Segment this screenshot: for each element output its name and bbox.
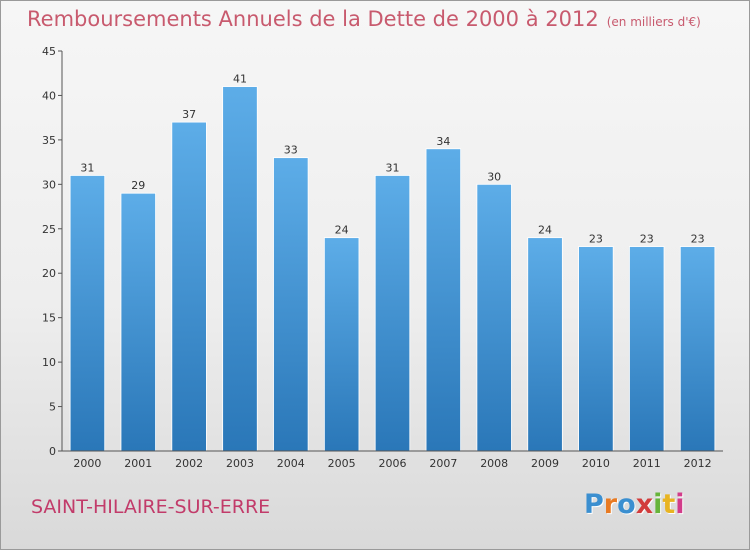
y-tick-label-5: 5 [49,401,56,414]
data-label-2008: 30 [487,170,501,183]
y-tick-label-30: 30 [42,178,56,191]
bar-2008 [476,183,512,452]
y-tick-label-0: 0 [49,445,56,458]
title-text: Remboursements Annuels de la Dette de 20… [27,7,599,31]
chart-title: Remboursements Annuels de la Dette de 20… [27,7,701,31]
x-tick-label-2010: 2010 [582,457,610,470]
x-tick-label-2009: 2009 [531,457,559,470]
data-label-2007: 34 [436,135,450,148]
bar-2000 [69,175,106,452]
x-tick-label-2007: 2007 [429,457,457,470]
bar-2003 [222,86,258,452]
data-label-2004: 33 [284,144,298,157]
y-tick-label-15: 15 [42,312,56,325]
logo-letter: r [603,489,618,520]
bar-2005 [323,237,360,452]
axes-layer: 2000 2001 2002 2003 2004 2005 2006 2007 2008 2009… [42,45,723,470]
data-label-2001: 29 [131,179,145,192]
data-label-2000: 31 [80,161,94,174]
data-label-2002: 37 [182,108,196,121]
data-label-2009: 24 [538,224,552,237]
logo-letter: i [653,489,663,520]
data-label-2003: 41 [233,73,247,86]
logo-letter: o [617,489,636,520]
x-tick-label-2004: 2004 [277,457,305,470]
x-tick-label-2011: 2011 [633,457,661,470]
x-tick-label-2000: 2000 [73,457,101,470]
y-tick-label-10: 10 [42,356,56,369]
proxiti-logo[interactable]: Proxiti [584,489,685,520]
bar-2012 [679,246,716,452]
bar-2011 [629,246,665,452]
bar-2001 [120,192,156,452]
bar-2010 [578,246,614,452]
x-tick-label-2001: 2001 [124,457,152,470]
data-label-2005: 24 [335,224,349,237]
x-tick-label-2003: 2003 [226,457,254,470]
y-tick-label-25: 25 [42,223,56,236]
logo-letter: t [662,489,676,520]
bar-2006 [374,175,411,452]
y-tick-label-45: 45 [42,45,56,58]
x-tick-label-2012: 2012 [684,457,712,470]
bar-2004 [273,157,309,452]
x-tick-label-2006: 2006 [379,457,407,470]
bar-2009 [527,237,563,452]
data-label-2012: 23 [691,233,705,246]
bar-2002 [171,121,207,452]
data-label-2011: 23 [640,233,654,246]
logo-letter: x [635,489,654,520]
data-label-2010: 23 [589,233,603,246]
y-tick-label-35: 35 [42,134,56,147]
y-tick-label-40: 40 [42,89,56,102]
data-label-2006: 31 [386,161,400,174]
bars-layer: 31 29 37 41 33 24 31 34 30 24 23 23 23 [69,73,716,452]
unit-label: (en milliers d'€) [606,15,701,29]
x-tick-label-2005: 2005 [328,457,356,470]
logo-letter: P [584,489,604,520]
x-tick-label-2008: 2008 [480,457,508,470]
x-tick-label-2002: 2002 [175,457,203,470]
bar-2007 [425,148,462,452]
y-tick-label-20: 20 [42,267,56,280]
logo-letter: i [675,489,685,520]
commune-name: SAINT-HILAIRE-SUR-ERRE [31,496,271,518]
